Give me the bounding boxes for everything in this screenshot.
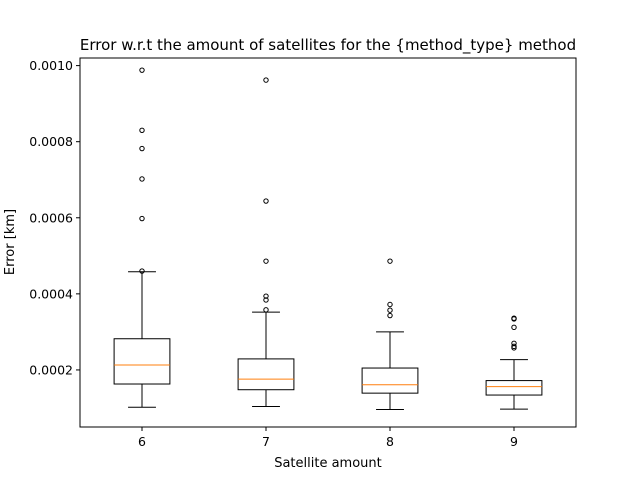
box-iqr [361,367,419,394]
flier-point [263,307,269,313]
flier-point [139,215,145,222]
flier-point [263,297,269,303]
plot-area [79,57,577,428]
flier-point [511,340,517,347]
flier-point [139,268,145,274]
y-axis-label: Error [km] [3,209,18,275]
flier-point [263,293,269,299]
boxes-group [113,67,543,411]
box-6 [113,67,171,408]
flier-point [139,145,145,152]
flier-point [387,301,393,308]
flier-point [387,312,393,319]
x-tick-label: 9 [510,434,518,449]
x-axis-label: Satellite amount [274,456,382,471]
flier-point [387,307,393,313]
flier-point [511,324,517,331]
flier-point [139,127,145,133]
y-tick-label: 0.0004 [29,286,73,301]
flier-point [511,315,517,321]
flier-point [263,77,269,83]
flier-point [263,258,269,264]
box-9 [485,315,543,410]
chart-title: Error w.r.t the amount of satellites for… [80,36,576,55]
x-axis: 6 7 8 9 [138,427,518,449]
flier-point [139,67,145,73]
flier-point [511,343,517,350]
y-tick-label: 0.0010 [29,58,73,73]
box-8 [361,258,419,411]
y-axis: 0.0002 0.0004 0.0006 0.0008 0.0010 [29,58,80,377]
box-iqr [237,358,295,391]
box-iqr [485,380,543,396]
x-tick-label: 7 [262,434,270,449]
y-tick-label: 0.0006 [29,210,73,225]
flier-point [139,176,145,182]
x-tick-label: 6 [138,434,146,449]
y-tick-label: 0.0008 [29,134,73,149]
x-tick-label: 8 [386,434,394,449]
y-tick-label: 0.0002 [29,362,73,377]
box-iqr [113,338,171,385]
flier-point [263,198,269,204]
box-7 [237,77,295,407]
flier-point [387,258,393,264]
